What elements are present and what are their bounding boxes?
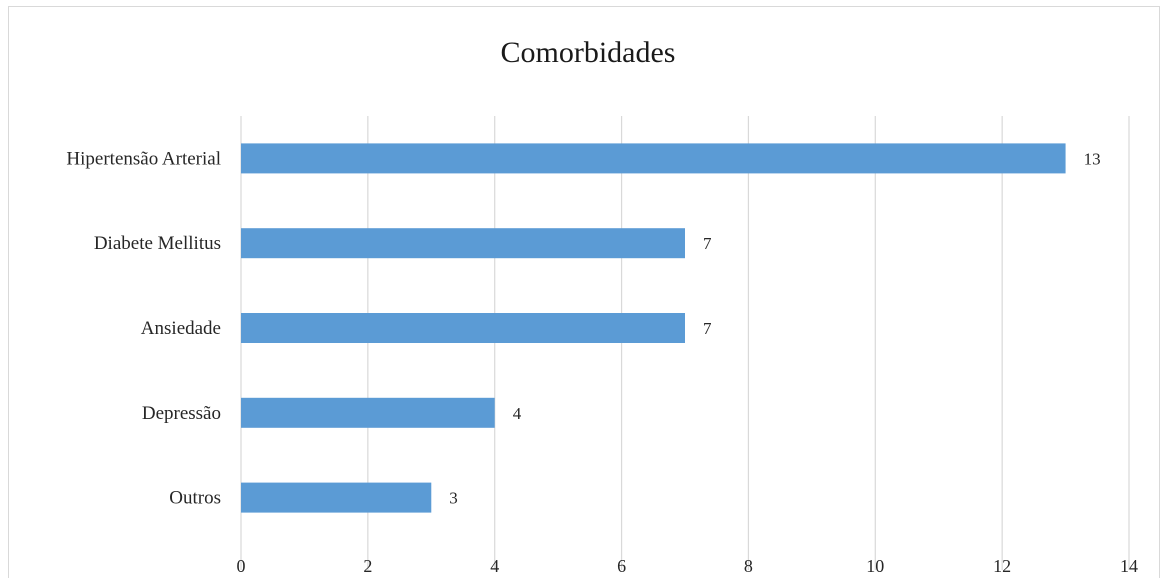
data-label: 4 [513, 404, 522, 423]
bar [241, 143, 1066, 174]
category-label: Outros [169, 488, 221, 509]
x-tick-label: 12 [993, 556, 1011, 576]
bars [241, 143, 1066, 513]
category-labels: Hipertensão Arterial Diabete Mellitus Ansi… [66, 148, 221, 508]
x-tick-label: 14 [1120, 556, 1138, 576]
data-label: 13 [1084, 149, 1101, 168]
data-label: 3 [449, 489, 458, 508]
x-tick-label: 4 [490, 556, 499, 576]
x-axis-tick-labels: 0 2 4 6 8 10 12 14 [237, 556, 1139, 576]
x-tick-label: 10 [866, 556, 884, 576]
x-tick-label: 0 [237, 556, 246, 576]
category-label: Depressão [142, 403, 221, 424]
chart-title: Comorbidades [501, 36, 676, 69]
category-label: Hipertensão Arterial [66, 148, 221, 169]
data-labels: 13 7 7 4 3 [449, 149, 1100, 507]
category-label: Ansiedade [141, 318, 221, 339]
bar [241, 228, 685, 259]
x-tick-label: 8 [744, 556, 753, 576]
data-label: 7 [703, 234, 712, 253]
x-tick-label: 2 [363, 556, 372, 576]
x-tick-label: 6 [617, 556, 626, 576]
bar [241, 482, 432, 513]
bar [241, 397, 495, 428]
data-label: 7 [703, 319, 712, 338]
category-label: Diabete Mellitus [94, 233, 221, 254]
chart-area [8, 6, 1160, 578]
bar [241, 313, 685, 343]
